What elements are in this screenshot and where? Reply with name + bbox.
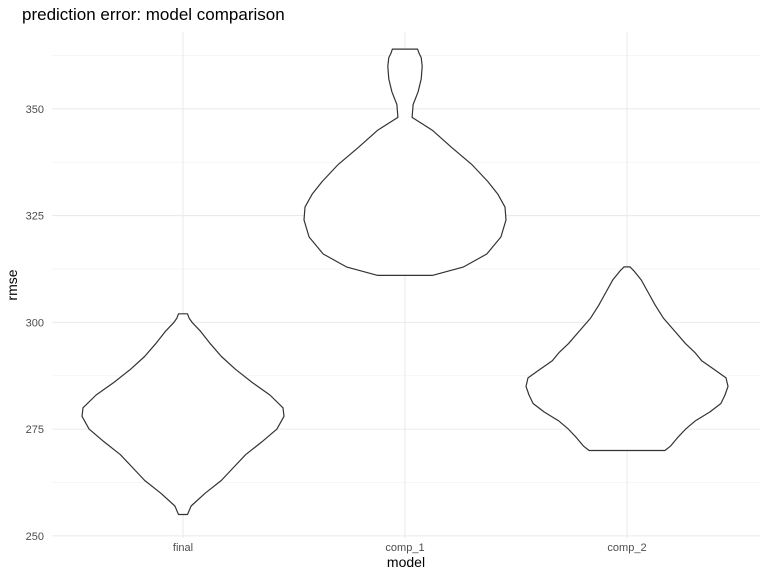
chart-title: prediction error: model comparison xyxy=(22,5,285,24)
x-tick-label-comp-1: comp_1 xyxy=(385,542,424,554)
x-tick-label-comp-2: comp_2 xyxy=(607,542,646,554)
violin-final xyxy=(81,313,285,516)
y-tick-label: 350 xyxy=(26,104,44,116)
y-axis-title: rmse xyxy=(4,269,20,300)
x-axis-title: model xyxy=(387,554,425,570)
violin-comp-1 xyxy=(303,48,507,276)
y-tick-label: 300 xyxy=(26,317,44,329)
violins xyxy=(81,48,729,516)
y-tick-label: 250 xyxy=(26,531,44,543)
y-tick-labels: 250 275 300 325 350 xyxy=(26,104,44,543)
x-tick-labels: final comp_1 comp_2 xyxy=(173,542,647,554)
x-tick-label-final: final xyxy=(173,542,193,554)
y-tick-label: 275 xyxy=(26,424,44,436)
y-tick-label: 325 xyxy=(26,211,44,223)
violin-comp-2 xyxy=(525,266,729,452)
